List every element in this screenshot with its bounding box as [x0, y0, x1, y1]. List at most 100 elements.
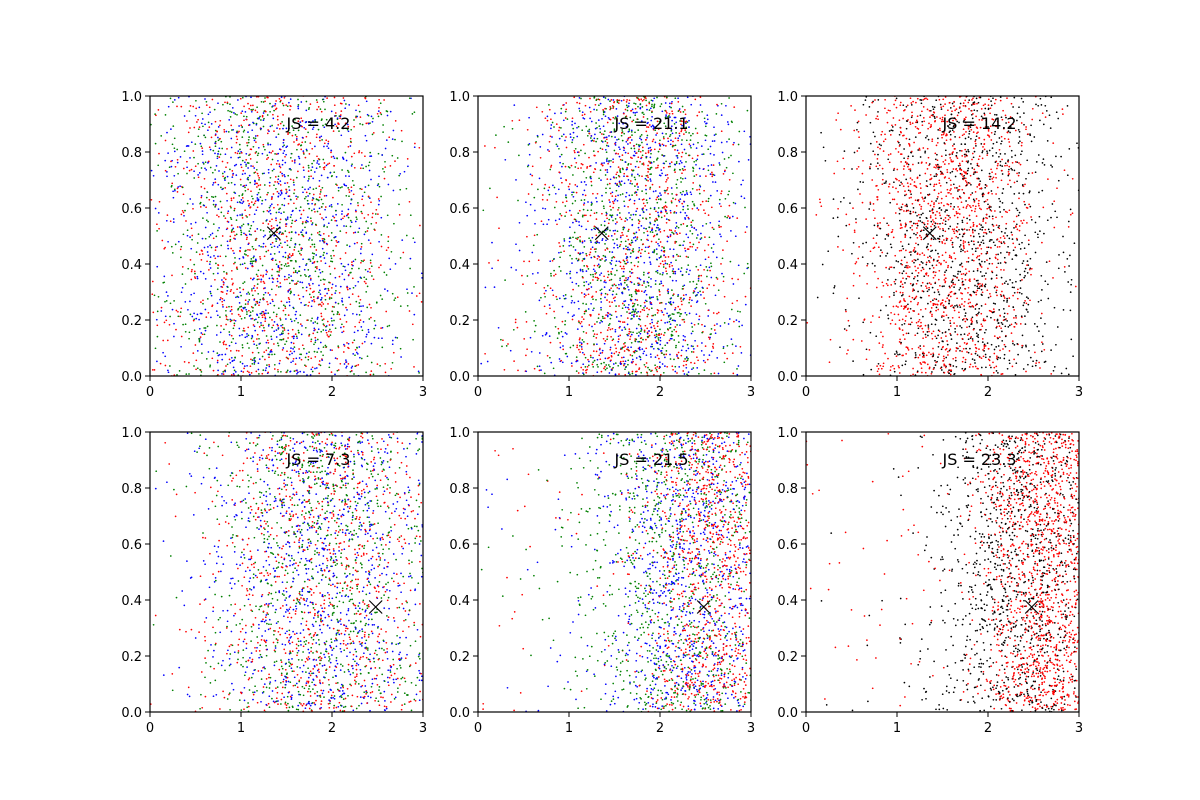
data-point-series-3 — [661, 352, 663, 354]
data-point-series-1 — [653, 327, 656, 330]
data-point-series-1 — [229, 205, 232, 208]
data-point-series-2 — [559, 346, 562, 349]
data-point-series-3 — [548, 104, 550, 106]
data-point-series-3 — [360, 259, 363, 262]
data-point-series-2 — [559, 155, 561, 158]
data-point-series-1 — [731, 352, 734, 354]
data-point-series-2 — [578, 107, 581, 110]
data-point-series-1 — [608, 301, 611, 303]
data-point-series-3 — [524, 311, 527, 313]
data-point-series-2 — [613, 299, 616, 302]
data-point-series-1 — [250, 358, 252, 361]
data-point-series-2 — [340, 218, 343, 221]
data-point-series-2 — [250, 96, 252, 99]
data-point-series-2 — [270, 203, 273, 206]
data-point-series-3 — [241, 346, 244, 349]
data-point-series-1 — [643, 329, 646, 332]
data-point-series-1 — [225, 343, 227, 346]
data-point-series-1 — [328, 265, 331, 268]
data-point-series-1 — [189, 105, 192, 107]
data-point-series-1 — [216, 359, 219, 362]
data-point-series-2 — [742, 179, 744, 182]
data-point-series-3 — [633, 102, 635, 105]
data-point-series-3 — [377, 183, 380, 185]
data-point-series-1 — [243, 119, 245, 122]
data-point-series-3 — [726, 216, 729, 219]
data-point-series-2 — [611, 251, 614, 253]
data-point-series-3 — [172, 101, 174, 103]
data-point-series-3 — [208, 235, 211, 238]
data-point-series-3 — [645, 192, 648, 195]
data-point-series-1 — [193, 270, 196, 273]
data-point-series-2 — [302, 295, 305, 298]
data-point-series-2 — [314, 367, 316, 370]
data-point-series-1 — [639, 325, 642, 327]
data-point-series-1 — [598, 313, 600, 316]
data-point-series-3 — [694, 127, 697, 130]
data-point-series-1 — [621, 302, 624, 305]
data-point-series-3 — [679, 177, 682, 179]
data-point-series-1 — [608, 199, 611, 201]
data-point-series-3 — [314, 120, 317, 123]
data-point-series-1 — [180, 307, 183, 310]
data-point-series-3 — [280, 263, 283, 266]
data-point-series-1 — [703, 297, 705, 299]
data-point-series-2 — [282, 127, 284, 130]
data-point-series-3 — [325, 325, 327, 328]
data-point-series-1 — [656, 312, 659, 314]
data-point-series-1 — [207, 311, 210, 314]
data-point-series-3 — [609, 100, 611, 102]
data-point-series-1 — [620, 234, 622, 237]
data-point-series-3 — [288, 246, 291, 249]
data-point-series-1 — [394, 120, 397, 122]
data-point-series-2 — [609, 313, 611, 316]
data-point-series-2 — [641, 348, 644, 350]
data-point-series-3 — [540, 296, 542, 299]
data-point-series-3 — [331, 320, 333, 322]
data-point-series-2 — [616, 199, 619, 202]
data-point-series-3 — [318, 230, 321, 233]
data-point-series-1 — [580, 167, 582, 169]
data-point-series-3 — [245, 165, 247, 167]
data-point-series-2 — [282, 347, 285, 349]
data-point-series-2 — [288, 127, 290, 130]
data-point-series-2 — [312, 126, 315, 129]
data-point-series-1 — [665, 270, 668, 273]
data-point-series-2 — [194, 114, 197, 117]
data-point-series-2 — [548, 304, 551, 306]
data-point-series-2 — [276, 224, 279, 227]
data-point-series-3 — [633, 283, 636, 285]
data-point-series-2 — [186, 234, 189, 237]
data-point-series-1 — [247, 188, 249, 191]
data-point-series-1 — [320, 315, 323, 318]
data-point-series-3 — [209, 364, 212, 367]
data-point-series-2 — [580, 225, 583, 228]
data-point-series-1 — [193, 126, 196, 129]
data-point-series-3 — [230, 218, 233, 221]
data-point-series-1 — [357, 204, 359, 207]
data-point-series-3 — [585, 303, 588, 305]
data-point-series-1 — [365, 122, 368, 125]
data-point-series-2 — [568, 240, 571, 243]
data-point-series-3 — [611, 257, 613, 259]
data-point-series-3 — [184, 283, 187, 285]
data-point-series-1 — [324, 206, 327, 208]
data-point-series-3 — [615, 293, 618, 296]
data-point-series-1 — [597, 277, 600, 280]
data-point-series-1 — [217, 215, 220, 218]
data-point-series-3 — [685, 313, 688, 316]
data-point-series-3 — [293, 319, 296, 322]
data-point-series-3 — [345, 103, 347, 105]
data-point-series-2 — [367, 239, 370, 241]
data-point-series-1 — [346, 286, 348, 289]
data-point-series-1 — [272, 227, 275, 229]
data-point-series-3 — [214, 145, 217, 148]
data-point-series-2 — [190, 141, 193, 144]
data-point-series-3 — [193, 263, 196, 266]
data-point-series-2 — [627, 277, 630, 279]
data-point-series-1 — [607, 312, 610, 314]
data-point-series-1 — [502, 339, 504, 342]
data-point-series-3 — [606, 338, 608, 341]
data-point-series-3 — [320, 330, 323, 333]
data-point-series-2 — [554, 112, 556, 115]
